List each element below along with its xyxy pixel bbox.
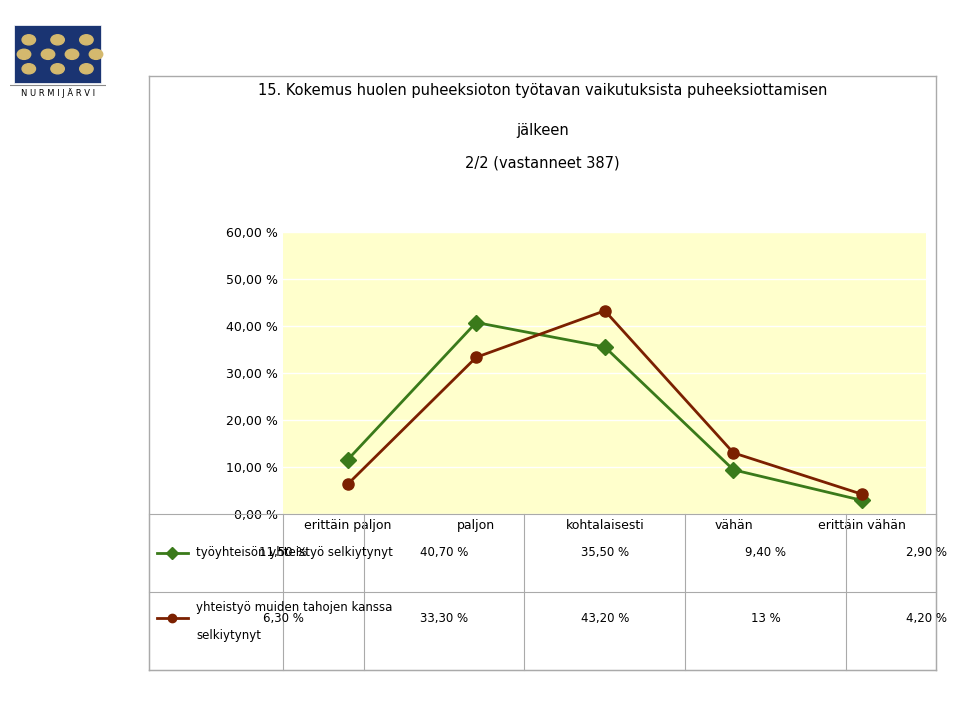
Text: selkiytynyt: selkiytynyt xyxy=(196,629,261,642)
Text: 35,50 %: 35,50 % xyxy=(581,547,629,560)
Circle shape xyxy=(80,64,93,74)
Text: 40,70 %: 40,70 % xyxy=(420,547,468,560)
Circle shape xyxy=(65,49,79,59)
Text: työyhteisön yhteistyö selkiytynyt: työyhteisön yhteistyö selkiytynyt xyxy=(196,547,393,560)
Circle shape xyxy=(89,49,103,59)
Text: 2/2 (vastanneet 387): 2/2 (vastanneet 387) xyxy=(465,156,620,171)
Text: 43,20 %: 43,20 % xyxy=(581,612,629,625)
Circle shape xyxy=(80,35,93,45)
Text: 11,50 %: 11,50 % xyxy=(259,547,307,560)
FancyBboxPatch shape xyxy=(14,25,101,83)
Text: 9,40 %: 9,40 % xyxy=(745,547,786,560)
Text: jälkeen: jälkeen xyxy=(516,123,568,138)
Circle shape xyxy=(51,35,64,45)
Text: 4,20 %: 4,20 % xyxy=(906,612,947,625)
Text: 2,90 %: 2,90 % xyxy=(906,547,947,560)
Text: 15. Kokemus huolen puheeksioton työtavan vaikutuksista puheeksiottamisen: 15. Kokemus huolen puheeksioton työtavan… xyxy=(257,83,828,98)
Circle shape xyxy=(17,49,31,59)
Circle shape xyxy=(41,49,55,59)
Text: 6,30 %: 6,30 % xyxy=(263,612,303,625)
Circle shape xyxy=(51,64,64,74)
Circle shape xyxy=(22,35,36,45)
Text: 33,30 %: 33,30 % xyxy=(420,612,468,625)
Text: 13 %: 13 % xyxy=(751,612,780,625)
Text: N U R M I J Ä R V I: N U R M I J Ä R V I xyxy=(20,88,95,98)
Text: yhteistyö muiden tahojen kanssa: yhteistyö muiden tahojen kanssa xyxy=(196,601,393,614)
Circle shape xyxy=(22,64,36,74)
